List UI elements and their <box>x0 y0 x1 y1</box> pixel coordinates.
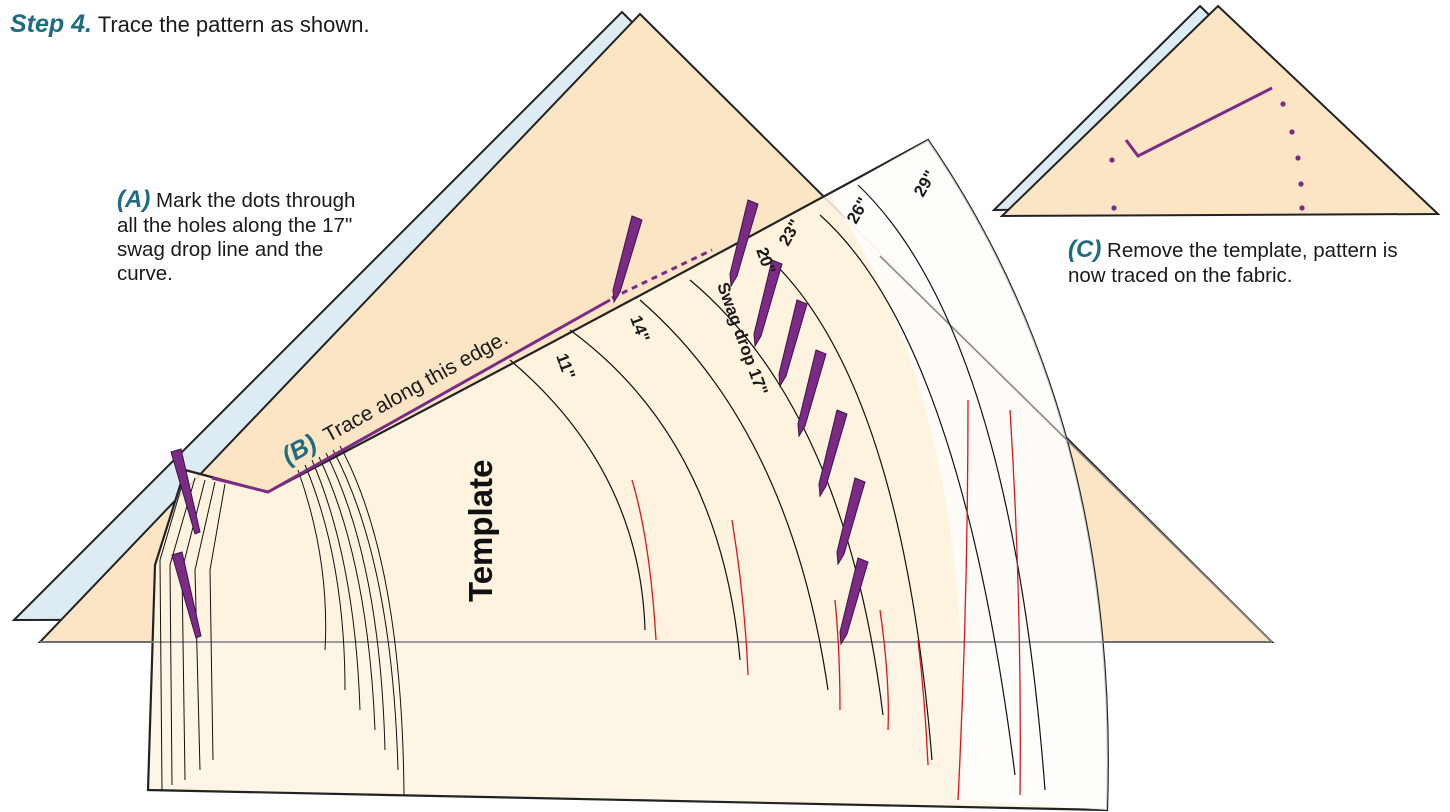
template-label: Template <box>462 460 499 602</box>
small-traced-dots <box>1109 101 1305 211</box>
small-traced-line <box>1124 86 1273 158</box>
fabric-right-edge-line <box>879 255 1273 643</box>
small-fabric-triangle <box>999 4 1441 218</box>
note-c: (C) Remove the template, pattern is now … <box>1068 236 1408 288</box>
note-a-text: Mark the dots through all the holes alon… <box>117 189 356 286</box>
traced-edge <box>211 298 611 494</box>
red-traced-curves <box>631 399 1021 801</box>
note-c-label: (C) <box>1068 236 1102 263</box>
pencil-marks <box>170 199 869 646</box>
template-arc-lines <box>509 184 1046 791</box>
note-a: (A) Mark the dots through all the holes … <box>117 186 357 286</box>
note-a-label: (A) <box>117 186 151 213</box>
step-heading: Step 4. Trace the pattern as shown. <box>10 10 370 39</box>
step-label: Step 4. <box>10 10 92 38</box>
traced-edge-dashed <box>611 248 713 300</box>
note-c-text: Remove the template, pattern is now trac… <box>1068 239 1398 288</box>
step-text: Trace the pattern as shown. <box>97 12 370 37</box>
